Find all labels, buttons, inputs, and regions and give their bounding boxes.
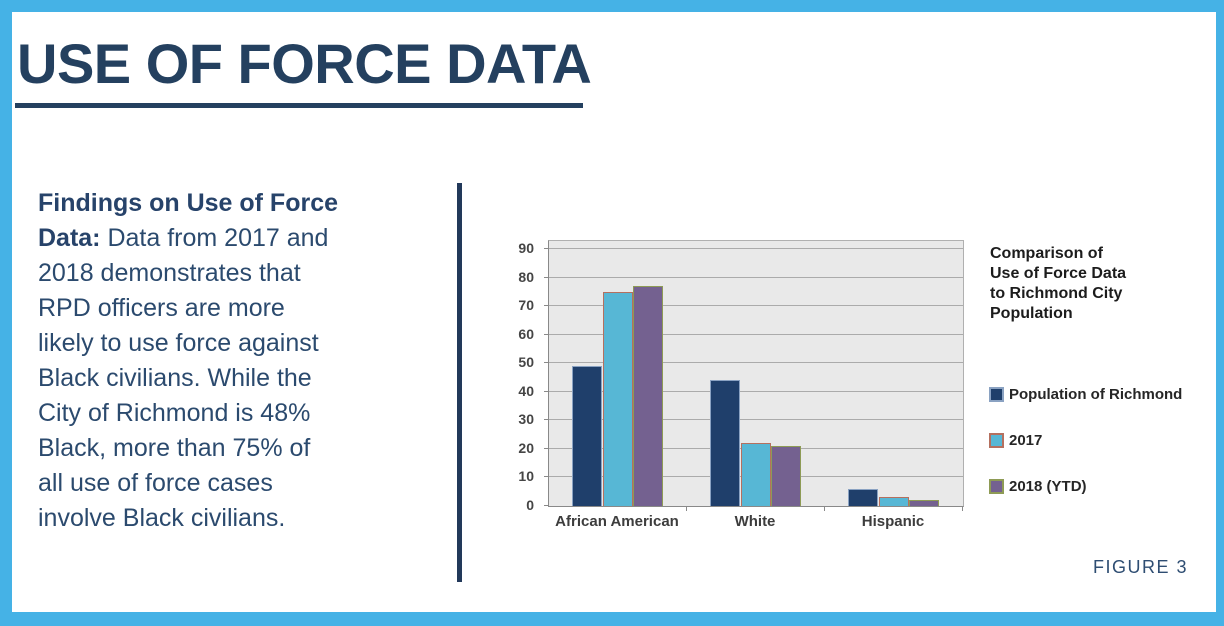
findings-line: all use of force cases <box>38 469 273 497</box>
plot-area <box>544 240 964 511</box>
x-tick-mark <box>962 506 963 511</box>
gridline-80 <box>549 276 963 278</box>
y-tick-mark <box>544 476 549 478</box>
chart-legend-items: Population of Richmond 2017 2018 (YTD) <box>989 386 1199 524</box>
bar-2017-white <box>740 443 771 506</box>
y-tick-label: 0 <box>526 497 534 513</box>
findings-line: Findings on Use of Force <box>38 186 438 221</box>
x-axis-labels: African American White Hispanic <box>548 513 962 533</box>
x-tick-mark <box>824 506 825 511</box>
bar-population-of-richmond-hispanic <box>848 488 878 506</box>
findings-paragraph: Findings on Use of Force Data: Data from … <box>38 186 438 536</box>
legend-swatch-2017 <box>989 433 1004 448</box>
y-tick-mark <box>544 447 549 449</box>
findings-lead-bold: Findings on Use of Force <box>38 189 339 217</box>
y-tick-label: 10 <box>518 468 534 485</box>
y-tick-label: 20 <box>518 439 534 456</box>
legend-item: Population of Richmond <box>989 386 1199 403</box>
y-tick-label: 50 <box>518 354 534 371</box>
bar-2018-ytd--african-american <box>633 286 663 506</box>
findings-line: 2018 demonstrates that <box>38 259 301 287</box>
chart-legend-title: Comparison of Use of Force Data to Richmon… <box>990 244 1180 324</box>
gridline-60 <box>549 333 963 335</box>
y-tick-label: 70 <box>518 297 534 314</box>
gridline-70 <box>549 305 963 307</box>
legend-item: 2018 (YTD) <box>989 478 1199 495</box>
bar-population-of-richmond-african-american <box>572 366 602 506</box>
legend-title-line: Population <box>990 305 1073 322</box>
y-tick-mark <box>544 362 549 364</box>
y-tick-label: 60 <box>518 325 534 342</box>
legend-title-line: Use of Force Data <box>990 265 1127 282</box>
findings-line: involve Black civilians. <box>38 504 286 532</box>
legend-label: 2018 (YTD) <box>1009 478 1087 495</box>
bar-2018-ytd--white <box>771 446 801 506</box>
bar-2018-ytd--hispanic <box>909 500 939 506</box>
legend-label: 2017 <box>1009 432 1043 449</box>
gridline-90 <box>549 248 963 249</box>
findings-line: Black, more than 75% of <box>38 434 311 462</box>
section-divider <box>457 183 462 582</box>
y-tick-mark <box>544 333 549 335</box>
findings-line: Data: Data from 2017 and <box>38 224 329 252</box>
findings-lead-bold: Data: <box>38 224 101 252</box>
x-tick-label: African American <box>555 513 679 530</box>
legend-title-line: Comparison of <box>990 245 1103 262</box>
x-tick-label: White <box>734 513 776 530</box>
bar-2017-african-american <box>602 291 633 506</box>
legend-swatch-population-of-richmond <box>989 387 1004 402</box>
y-tick-mark <box>544 419 549 421</box>
findings-line: likely to use force against <box>38 329 319 357</box>
y-tick-mark <box>544 390 549 392</box>
page-title: USE OF FORCE DATA <box>17 32 592 95</box>
title-underline <box>15 103 583 108</box>
gridline-40 <box>549 390 963 392</box>
bar-2017-hispanic <box>878 497 909 506</box>
y-tick-label: 80 <box>518 268 534 285</box>
findings-line: Black civilians. While the <box>38 364 312 392</box>
legend-item: 2017 <box>989 432 1199 449</box>
legend-label: Population of Richmond <box>1009 386 1183 403</box>
x-tick-label: Hispanic <box>861 513 925 530</box>
y-tick-mark <box>544 276 549 278</box>
y-tick-mark <box>544 248 549 249</box>
x-tick-mark <box>686 506 687 511</box>
gridline-30 <box>549 419 963 421</box>
figure-caption: FIGURE 3 <box>1092 557 1188 577</box>
y-tick-mark <box>544 505 549 506</box>
findings-line: RPD officers are more <box>38 294 285 322</box>
y-tick-mark <box>544 305 549 307</box>
y-tick-label: 40 <box>518 382 534 399</box>
findings-line: City of Richmond is 48% <box>38 399 311 427</box>
legend-swatch-2018-ytd- <box>989 479 1004 494</box>
y-axis-labels: 0 10 20 30 40 50 60 70 80 90 <box>498 240 542 513</box>
legend-title-line: to Richmond City <box>990 285 1123 302</box>
y-tick-label: 90 <box>518 240 534 256</box>
gridline-50 <box>549 362 963 364</box>
bar-population-of-richmond-white <box>710 380 740 506</box>
y-tick-label: 30 <box>518 411 534 428</box>
